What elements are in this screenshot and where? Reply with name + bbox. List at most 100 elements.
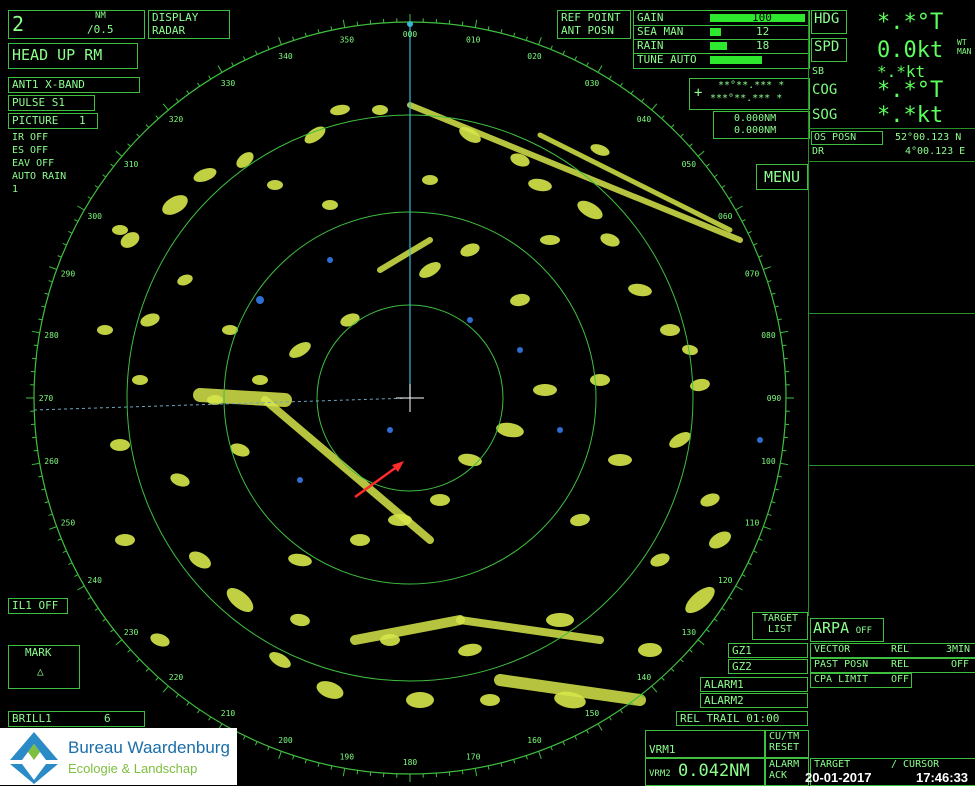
pulse-select[interactable]: PULSE S1 [8, 95, 95, 111]
target-cursor-box[interactable]: TARGET / CURSOR 20-01-2017 17:46:33 [810, 758, 975, 786]
vrm-readout-1: 0.000NM [734, 113, 776, 124]
vrm1-label: VRM1 [649, 743, 676, 756]
target-label: TARGET [814, 759, 850, 770]
tune-row[interactable]: TUNE AUTO [634, 53, 809, 67]
os-posn-lat: 52°00.123 N [895, 132, 961, 143]
range-value: 2 [12, 14, 24, 34]
bearing-label: 300 [88, 212, 103, 221]
vrm2-button[interactable]: VRM2 0.042NM [645, 758, 765, 786]
ref-point-label: REF POINT [558, 11, 630, 24]
os-posn-select[interactable]: OS POSN [811, 131, 883, 145]
status-eav: EAV OFF [12, 157, 66, 170]
rain-bar [710, 42, 727, 50]
cursor-lon: ***°**.*** * [710, 93, 782, 104]
rain-label: RAIN [637, 39, 664, 52]
bearing-label: 150 [585, 709, 600, 718]
vrm1-button[interactable]: VRM1 [645, 730, 765, 758]
picture-select[interactable]: PICTURE 1 [8, 113, 98, 129]
antenna-select[interactable]: ANT1 X-BAND [8, 77, 140, 93]
os-posn-label: OS POSN [812, 132, 856, 143]
tune-bar [710, 56, 762, 64]
il-label: IL1 OFF [9, 599, 58, 612]
range-rings: /0.5 [87, 23, 114, 36]
bearing-label: 110 [745, 518, 760, 527]
picture-label: PICTURE [9, 114, 58, 127]
vector-label: VECTOR [814, 644, 850, 655]
logo-name: Bureau Waardenburg [68, 738, 230, 758]
rel-trail-button[interactable]: REL TRAIL 01:00 [676, 711, 808, 726]
alarm1-label: ALARM1 [701, 678, 744, 691]
cpa-limit-row[interactable]: CPA LIMIT OFF [810, 673, 912, 688]
spd-select[interactable]: SPD [811, 38, 847, 62]
bearing-label: 310 [124, 160, 139, 169]
gz1-label: GZ1 [729, 644, 752, 657]
radar-echoes [97, 103, 763, 710]
alarm-ack-button[interactable]: ALARM ACK [765, 758, 809, 786]
bearing-label: 140 [637, 673, 652, 682]
rain-row[interactable]: RAIN 18 [634, 39, 809, 54]
vrm-readout-box: 0.000NM 0.000NM [713, 111, 810, 139]
bearing-label: 000 [403, 30, 418, 39]
gz2-button[interactable]: GZ2 [728, 659, 808, 674]
gain-panel[interactable]: GAIN 100 SEA MAN 12 RAIN 18 TUNE AUTO [633, 10, 810, 69]
cog-label: COG [812, 82, 837, 98]
bearing-label: 130 [682, 628, 697, 637]
ref-point-box[interactable]: REF POINT ANT POSN [557, 10, 631, 39]
bearing-label: 250 [61, 518, 76, 527]
info-panel-3 [808, 465, 975, 616]
alarm1-button[interactable]: ALARM1 [700, 677, 808, 692]
bearing-label: 090 [767, 394, 782, 403]
menu-button[interactable]: MENU [756, 164, 808, 190]
nav-data-panel: HDG *.*°T SPD 0.0kt WT MAN SB *.*kt COG … [808, 10, 975, 145]
display-mode-box[interactable]: DISPLAY RADAR [148, 10, 230, 39]
cu-tm-reset-button[interactable]: CU/TM RESET [765, 730, 809, 758]
orientation-mode[interactable]: HEAD UP RM [8, 43, 138, 69]
vector-row[interactable]: VECTOR REL 3MIN [810, 643, 975, 658]
reset-label: RESET [766, 742, 808, 753]
status-es: ES OFF [12, 144, 66, 157]
vrm-readout-2: 0.000NM [734, 125, 776, 136]
gz1-button[interactable]: GZ1 [728, 643, 808, 658]
bearing-label: 240 [88, 576, 103, 585]
gz2-label: GZ2 [729, 660, 752, 673]
vector-mode: REL [891, 644, 909, 655]
vrm2-label: VRM2 [649, 769, 671, 779]
spd-value: 0.0kt [877, 38, 943, 63]
gain-row[interactable]: GAIN 100 [634, 11, 809, 26]
arpa-state: OFF [856, 626, 872, 636]
vector-time: 3MIN [946, 644, 970, 655]
past-posn-row[interactable]: PAST POSN REL OFF [810, 658, 975, 673]
bearing-label: 040 [637, 115, 652, 124]
orientation-label: HEAD UP RM [9, 46, 102, 64]
target-list-button[interactable]: TARGET LIST [752, 612, 808, 640]
range-box[interactable]: 2 NM /0.5 [8, 10, 145, 39]
alarm-ack-line2: ACK [766, 770, 808, 781]
rain-value: 18 [756, 39, 769, 52]
bearing-label: 120 [718, 576, 733, 585]
sea-row[interactable]: SEA MAN 12 [634, 25, 809, 40]
arpa-select[interactable]: ARPA OFF [810, 618, 884, 642]
il-toggle[interactable]: IL1 OFF [8, 598, 68, 614]
bearing-label: 030 [585, 79, 600, 88]
bearing-label: 220 [169, 673, 184, 682]
brill-control[interactable]: BRILL1 6 [8, 711, 145, 727]
own-ship-crosshair [396, 384, 424, 412]
alarm2-button[interactable]: ALARM2 [700, 693, 808, 708]
os-posn-panel: OS POSN 52°00.123 N DR 4°00.123 E [808, 128, 975, 161]
bearing-label: 200 [278, 736, 293, 745]
gain-value: 100 [752, 11, 772, 24]
sea-label: SEA MAN [637, 25, 683, 38]
status-ir: IR OFF [12, 131, 66, 144]
bearing-label: 350 [340, 36, 355, 45]
past-posn-mode: REL [891, 659, 909, 670]
spd-label: SPD [812, 39, 839, 55]
hdg-select[interactable]: HDG [811, 10, 847, 34]
os-posn-lon: 4°00.123 E [905, 146, 965, 157]
cog-value: *.*°T [877, 78, 943, 103]
cursor-crosshair-icon: + [694, 85, 702, 101]
cursor-lat: **°**.*** * [718, 80, 784, 91]
sog-label: SOG [812, 107, 837, 123]
logo-subtitle: Ecologie & Landschap [68, 761, 197, 776]
sog-value: *.*kt [877, 103, 943, 128]
mark-button[interactable]: MARK △ [8, 645, 80, 689]
